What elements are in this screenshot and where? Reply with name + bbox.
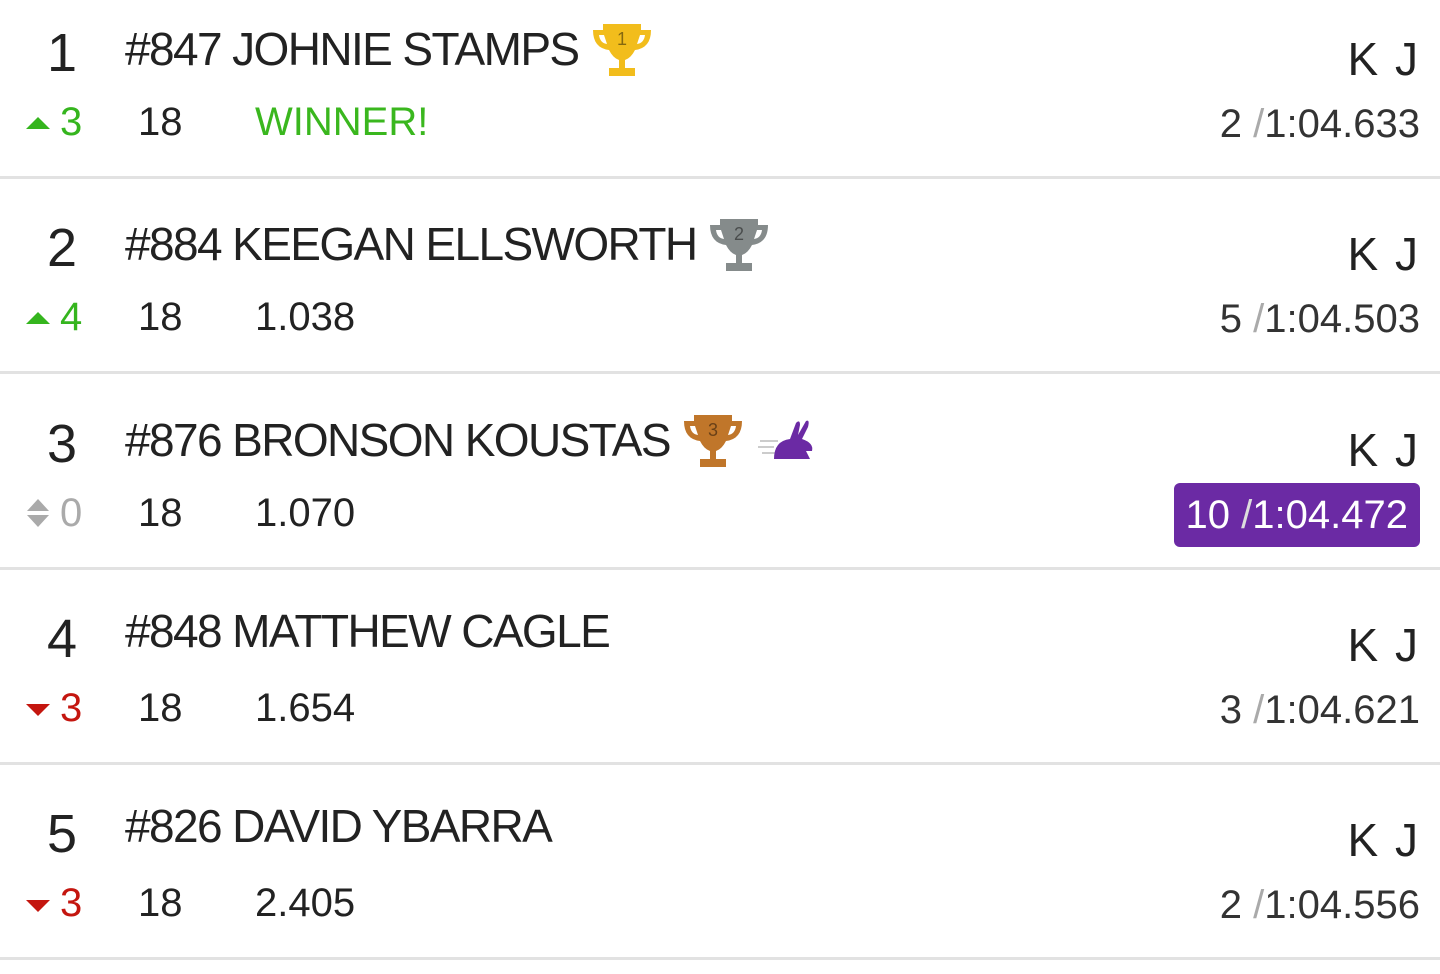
- best-lap-time: 2 /1:04.633: [1220, 96, 1420, 152]
- separator: /: [1253, 687, 1265, 732]
- kart-number: #847: [125, 23, 223, 75]
- result-row: 4 #848 MATTHEW CAGLE 3 18 1.654 K J 3 /1:04.62…: [0, 586, 1440, 765]
- gap: 2.405: [255, 881, 356, 926]
- position-change: 3: [60, 100, 83, 144]
- lap-time: 1:04.633: [1264, 102, 1420, 146]
- driver-title: #884 KEEGAN ELLSWORTH 2: [125, 213, 772, 275]
- driver-name: #876 BRONSON KOUSTAS: [125, 413, 672, 467]
- trophy-number: 2: [734, 224, 744, 244]
- driver-name-text: BRONSON KOUSTAS: [232, 413, 671, 466]
- result-row: 1 #847 JOHNIE STAMPS 1 3 18 WINNER! K J 2 /1:04…: [0, 0, 1440, 179]
- trophy-number: 1: [617, 29, 627, 49]
- fast-rabbit-icon: [757, 420, 813, 459]
- tag: K J: [1347, 814, 1420, 867]
- kart-number: #884: [125, 218, 223, 271]
- lap-time: 1:04.621: [1264, 687, 1420, 732]
- best-lap-time: 2 /1:04.556: [1220, 877, 1420, 933]
- gap: 1.070: [255, 490, 356, 535]
- laps: 18: [138, 295, 183, 340]
- best-lap: 10: [1185, 492, 1231, 537]
- result-row: 3 #876 BRONSON KOUSTAS 3 0 18 1.070 K J 10 /1:0…: [0, 391, 1440, 570]
- trend-arrow: [26, 116, 50, 129]
- kart-number: #826: [125, 800, 223, 853]
- laps: 18: [138, 490, 183, 535]
- trend-arrow: [26, 704, 50, 717]
- trend-arrow: [27, 499, 49, 528]
- best-lap: 2: [1219, 883, 1243, 928]
- trend: 4: [24, 295, 82, 340]
- trend: 0: [24, 491, 82, 536]
- position-change: 0: [60, 490, 83, 535]
- lap-time: 1:04.556: [1264, 883, 1420, 928]
- position: 3: [46, 413, 78, 474]
- driver-name-text: DAVID YBARRA: [232, 800, 553, 853]
- lap-time: 1:04.472: [1252, 492, 1408, 537]
- trend-arrow: [26, 899, 50, 912]
- best-lap: 3: [1219, 687, 1243, 732]
- trend: 3: [24, 686, 82, 731]
- gap: 1.654: [255, 685, 356, 730]
- tag: K J: [1347, 618, 1420, 671]
- position: 2: [46, 218, 78, 279]
- best-lap-time: 5 /1:04.503: [1220, 291, 1420, 347]
- position-change: 4: [60, 295, 83, 340]
- laps: 18: [138, 881, 183, 926]
- trophy: 3: [683, 414, 742, 467]
- best-lap-time: 3 /1:04.621: [1220, 682, 1420, 738]
- separator: /: [1253, 297, 1265, 342]
- trend-arrow: [26, 311, 50, 324]
- driver-name: #848 MATTHEW CAGLE: [125, 604, 611, 658]
- driver-name: #884 KEEGAN ELLSWORTH: [125, 217, 698, 271]
- driver-title: #876 BRONSON KOUSTAS 3: [125, 409, 818, 471]
- driver-name: #847 JOHNIE STAMPS: [125, 22, 580, 76]
- position: 4: [46, 608, 78, 669]
- separator: /: [1253, 883, 1265, 928]
- result-row: 5 #826 DAVID YBARRA 3 18 2.405 K J 2 /1:04.556: [0, 781, 1440, 961]
- position-change: 3: [60, 685, 83, 730]
- separator: /: [1241, 492, 1253, 537]
- trend: 3: [24, 100, 82, 145]
- driver-name-text: KEEGAN ELLSWORTH: [232, 218, 698, 271]
- tag: K J: [1347, 423, 1420, 476]
- trophy: 2: [710, 219, 769, 272]
- driver-title: #826 DAVID YBARRA: [125, 799, 553, 853]
- trend: 3: [24, 881, 82, 926]
- kart-number: #848: [125, 604, 223, 657]
- driver-title: #848 MATTHEW CAGLE: [125, 604, 611, 658]
- position: 5: [46, 804, 78, 865]
- best-lap: 2: [1219, 102, 1243, 146]
- result-row: 2 #884 KEEGAN ELLSWORTH 2 4 18 1.038 K J 5 /1:0…: [0, 195, 1440, 375]
- kart-number: #876: [125, 413, 223, 466]
- driver-title: #847 JOHNIE STAMPS 1: [125, 18, 655, 80]
- tag: K J: [1347, 228, 1420, 281]
- driver-name-text: MATTHEW CAGLE: [232, 604, 611, 657]
- best-lap-time: 10 /1:04.472: [1173, 482, 1420, 547]
- trophy: 1: [592, 24, 651, 76]
- driver-name: #826 DAVID YBARRA: [125, 799, 553, 853]
- laps: 18: [138, 685, 183, 730]
- lap-time: 1:04.503: [1264, 297, 1420, 342]
- gap: WINNER!: [255, 100, 429, 144]
- gap: 1.038: [255, 295, 356, 340]
- position: 1: [46, 23, 78, 83]
- best-lap: 5: [1219, 297, 1243, 342]
- position-change: 3: [60, 881, 83, 926]
- driver-name-text: JOHNIE STAMPS: [232, 23, 580, 75]
- tag: K J: [1347, 33, 1420, 85]
- separator: /: [1253, 102, 1265, 146]
- laps: 18: [138, 100, 183, 144]
- trophy-number: 3: [708, 420, 718, 440]
